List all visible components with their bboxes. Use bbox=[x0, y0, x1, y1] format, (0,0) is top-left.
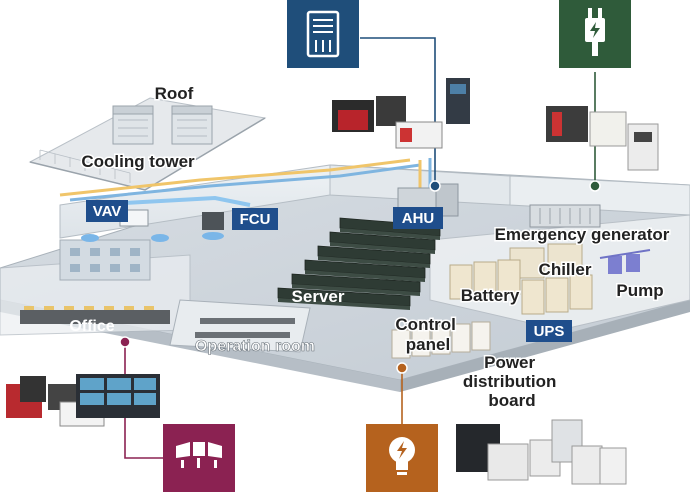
pdb-line-1: Power bbox=[484, 353, 535, 372]
server-racks bbox=[277, 217, 441, 310]
ups-label: UPS bbox=[534, 323, 565, 340]
pdb-line-3: board bbox=[488, 391, 535, 410]
office-furniture bbox=[20, 239, 170, 324]
emergency-generator-label: Emergency generator bbox=[495, 225, 670, 244]
fcu-unit-icon bbox=[202, 212, 224, 240]
chiller-label: Chiller bbox=[539, 260, 592, 279]
power-distribution-board-label: Power distribution board bbox=[463, 353, 561, 410]
power-products-icon bbox=[546, 106, 659, 171]
office-label: Office bbox=[69, 318, 114, 335]
fcu-label: FCU bbox=[240, 211, 271, 228]
pump-label: Pump bbox=[616, 281, 663, 300]
control-panel-line-2: panel bbox=[406, 335, 450, 354]
ahu-label: AHU bbox=[402, 210, 435, 227]
control-panel-label: Control panel bbox=[395, 315, 460, 354]
power-category-icon bbox=[559, 0, 631, 68]
battery-racks bbox=[449, 259, 593, 315]
hvac-category-icon bbox=[287, 0, 359, 68]
lighting-category-icon bbox=[366, 424, 438, 492]
cooling-tower-icon bbox=[112, 105, 213, 145]
lighting-products-icon bbox=[456, 419, 627, 485]
ups-badge: UPS bbox=[526, 320, 572, 342]
pdb-line-2: distribution bbox=[463, 372, 556, 391]
vav-label: VAV bbox=[93, 203, 122, 220]
control-panel-cabinets bbox=[391, 321, 491, 359]
operation-room-desks bbox=[195, 318, 295, 338]
cooling-tower-label: Cooling tower bbox=[81, 152, 195, 171]
fcu-badge: FCU bbox=[232, 208, 278, 230]
emergency-generator-icon bbox=[529, 204, 601, 228]
duct-lines bbox=[59, 158, 432, 207]
vav-badge: VAV bbox=[86, 200, 128, 222]
monitoring-products-icon bbox=[6, 374, 160, 427]
hvac-products-icon bbox=[332, 78, 470, 149]
pump-icon bbox=[599, 249, 651, 274]
operation-room-label: Operation room bbox=[195, 338, 315, 355]
roof-label: Roof bbox=[155, 84, 194, 103]
server-label: Server bbox=[292, 287, 345, 306]
battery-label: Battery bbox=[461, 286, 520, 305]
monitoring-category-icon bbox=[163, 424, 235, 492]
ahu-badge: AHU bbox=[393, 207, 443, 229]
control-panel-line-1: Control bbox=[395, 315, 455, 334]
